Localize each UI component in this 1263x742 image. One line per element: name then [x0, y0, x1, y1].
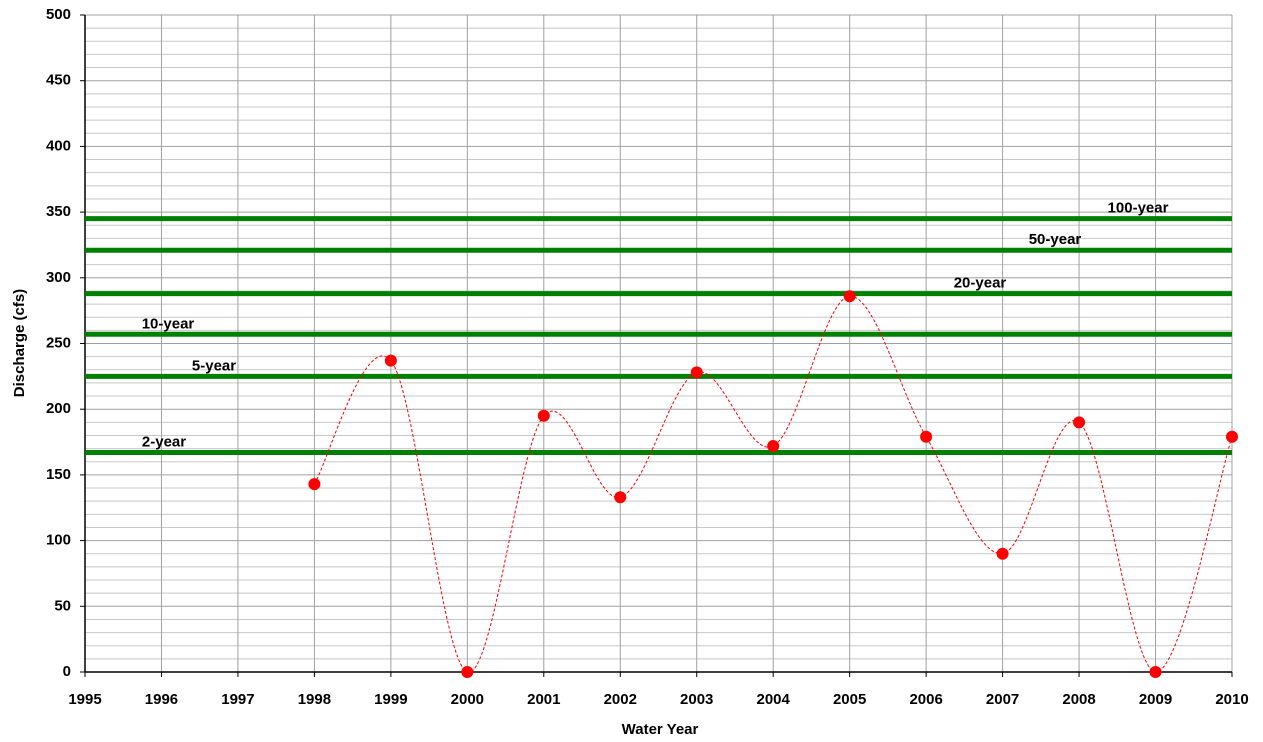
reference-label: 50-year: [1029, 231, 1082, 248]
y-tick-label: 250: [46, 334, 71, 351]
marker: [461, 666, 474, 678]
y-tick-label: 400: [46, 137, 71, 154]
x-tick-label: 1999: [374, 691, 407, 708]
x-tick-label: 2004: [757, 691, 791, 708]
x-tick-label: 1996: [145, 691, 178, 708]
y-tick-label: 0: [63, 663, 71, 680]
marker: [1149, 666, 1162, 678]
x-tick-label: 2002: [604, 691, 637, 708]
marker: [614, 491, 627, 504]
x-tick-label: 2006: [909, 691, 942, 708]
x-tick-label: 2007: [986, 691, 1019, 708]
x-tick-label: 2010: [1215, 691, 1248, 708]
marker: [537, 409, 550, 422]
marker: [996, 547, 1009, 560]
x-tick-label: 1995: [68, 691, 101, 708]
reference-label: 2-year: [142, 434, 186, 451]
y-tick-label: 450: [46, 72, 71, 89]
y-tick-label: 50: [54, 597, 71, 614]
marker: [843, 290, 856, 303]
reference-label: 100-year: [1108, 200, 1169, 217]
y-tick-label: 500: [46, 6, 71, 23]
y-tick-label: 100: [46, 532, 71, 549]
marker: [384, 354, 397, 367]
marker: [690, 366, 703, 379]
x-tick-label: 1997: [221, 691, 254, 708]
x-tick-label: 2000: [451, 691, 484, 708]
reference-label: 10-year: [142, 315, 195, 332]
x-tick-label: 1998: [298, 691, 331, 708]
x-tick-label: 2009: [1139, 691, 1172, 708]
y-tick-label: 350: [46, 203, 71, 220]
x-tick-label: 2005: [833, 691, 866, 708]
marker: [1073, 416, 1086, 429]
y-axis-title: Discharge (cfs): [11, 289, 28, 397]
y-tick-label: 200: [46, 400, 71, 417]
marker: [767, 439, 780, 452]
x-axis-title: Water Year: [622, 721, 699, 738]
x-tick-label: 2003: [680, 691, 713, 708]
x-tick-label: 2008: [1062, 691, 1095, 708]
y-tick-label: 300: [46, 269, 71, 286]
marker: [308, 478, 321, 491]
marker: [920, 430, 933, 443]
reference-label: 20-year: [954, 275, 1007, 292]
reference-label: 5-year: [192, 357, 236, 374]
marker: [1226, 430, 1238, 443]
y-tick-label: 150: [46, 466, 71, 483]
x-tick-label: 2001: [527, 691, 560, 708]
